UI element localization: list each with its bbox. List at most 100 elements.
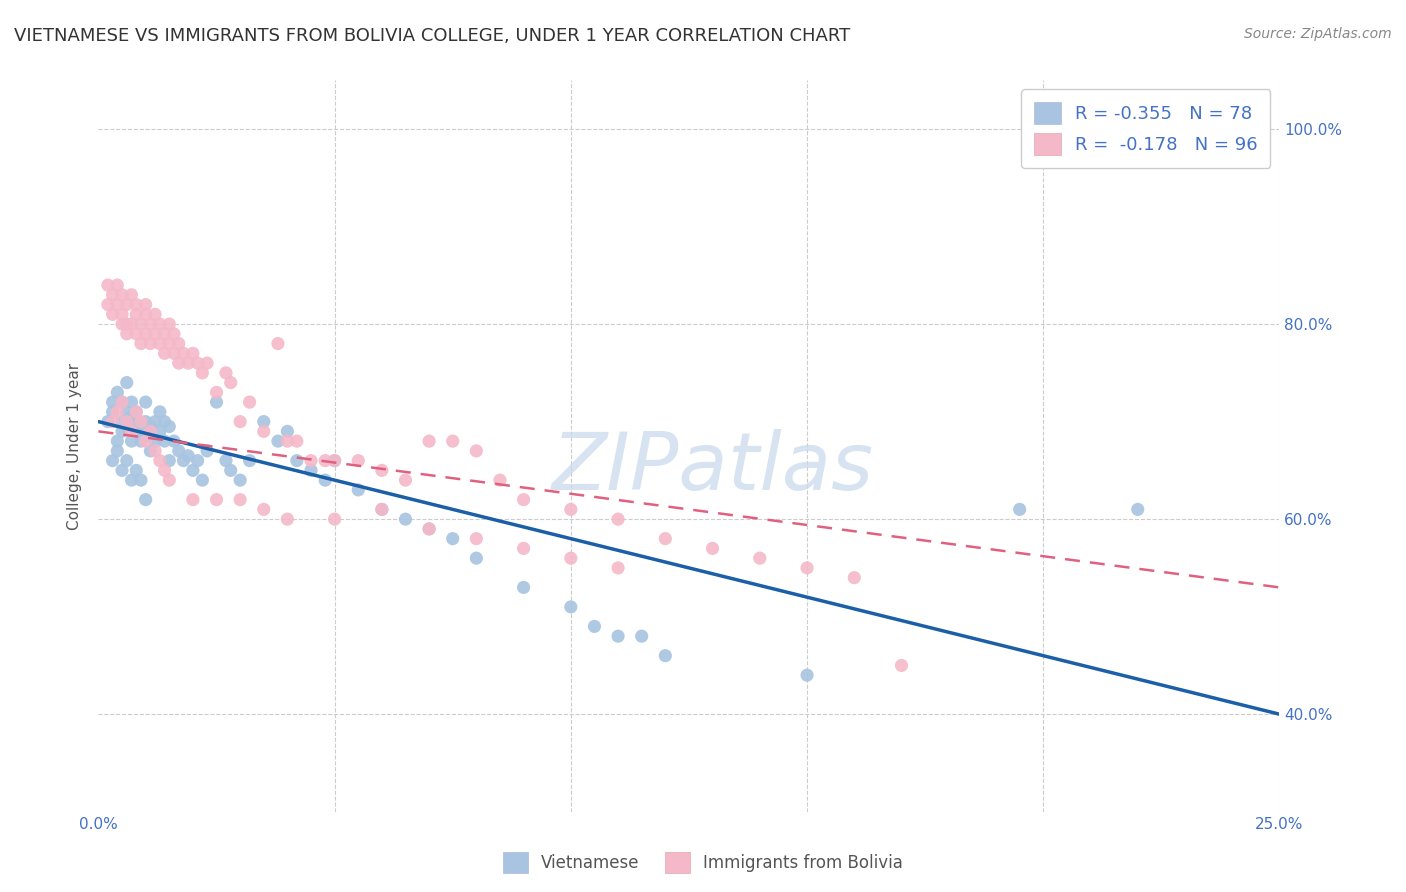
Point xyxy=(285,434,308,449)
Point xyxy=(121,434,143,449)
Text: Source: ZipAtlas.com: Source: ZipAtlas.com xyxy=(1244,27,1392,41)
Point xyxy=(607,561,630,575)
Point xyxy=(153,415,176,429)
Point xyxy=(153,434,176,449)
Point xyxy=(314,473,336,487)
Point xyxy=(111,317,134,331)
Point xyxy=(101,415,124,429)
Point xyxy=(121,288,143,302)
Point xyxy=(167,356,190,370)
Point xyxy=(465,551,488,566)
Point xyxy=(143,434,166,449)
Point xyxy=(323,512,346,526)
Point xyxy=(465,532,488,546)
Point xyxy=(157,317,180,331)
Point xyxy=(129,317,152,331)
Point xyxy=(143,415,166,429)
Point xyxy=(149,336,172,351)
Point xyxy=(229,492,252,507)
Point xyxy=(229,415,252,429)
Point xyxy=(181,492,204,507)
Point xyxy=(129,434,152,449)
Point xyxy=(560,599,582,614)
Point xyxy=(121,425,143,439)
Point xyxy=(125,326,148,341)
Point xyxy=(465,443,488,458)
Point xyxy=(111,307,134,321)
Point xyxy=(394,512,416,526)
Point xyxy=(607,629,630,643)
Point xyxy=(115,376,138,390)
Point xyxy=(607,512,630,526)
Point xyxy=(172,346,194,360)
Point xyxy=(105,385,128,400)
Point xyxy=(205,395,228,409)
Point xyxy=(630,629,652,643)
Point xyxy=(1126,502,1149,516)
Point xyxy=(219,376,242,390)
Point xyxy=(129,415,152,429)
Point xyxy=(97,415,120,429)
Point xyxy=(253,425,276,439)
Point xyxy=(135,297,157,311)
Y-axis label: College, Under 1 year: College, Under 1 year xyxy=(67,362,83,530)
Point xyxy=(276,512,298,526)
Point xyxy=(105,297,128,311)
Point xyxy=(267,434,290,449)
Point xyxy=(135,415,157,429)
Point xyxy=(149,453,172,467)
Point xyxy=(115,405,138,419)
Point xyxy=(111,395,134,409)
Point xyxy=(177,449,200,463)
Point xyxy=(129,419,152,434)
Point xyxy=(135,434,157,449)
Point xyxy=(347,483,370,497)
Point xyxy=(371,502,394,516)
Point xyxy=(115,326,138,341)
Point xyxy=(418,522,440,536)
Point xyxy=(97,278,120,293)
Point xyxy=(890,658,912,673)
Point xyxy=(125,405,148,419)
Point xyxy=(181,463,204,477)
Point xyxy=(121,395,143,409)
Point xyxy=(167,336,190,351)
Point xyxy=(239,395,262,409)
Point xyxy=(135,307,157,321)
Point xyxy=(105,278,128,293)
Point xyxy=(512,581,534,595)
Point xyxy=(191,473,214,487)
Point xyxy=(276,425,298,439)
Point xyxy=(135,429,157,443)
Point xyxy=(239,453,262,467)
Point xyxy=(163,346,186,360)
Point xyxy=(101,307,124,321)
Point xyxy=(115,419,138,434)
Point xyxy=(115,415,138,429)
Point xyxy=(172,453,194,467)
Point xyxy=(139,336,162,351)
Point xyxy=(229,473,252,487)
Point xyxy=(314,453,336,467)
Point xyxy=(157,419,180,434)
Point xyxy=(205,385,228,400)
Point xyxy=(195,356,218,370)
Point xyxy=(844,571,866,585)
Point xyxy=(371,463,394,477)
Point xyxy=(111,415,134,429)
Point xyxy=(139,443,162,458)
Point xyxy=(1008,502,1031,516)
Point xyxy=(135,492,157,507)
Point xyxy=(191,366,214,380)
Legend: Vietnamese, Immigrants from Bolivia: Vietnamese, Immigrants from Bolivia xyxy=(496,846,910,880)
Point xyxy=(654,532,676,546)
Point xyxy=(105,434,128,449)
Point xyxy=(101,288,124,302)
Point xyxy=(105,443,128,458)
Point xyxy=(702,541,724,556)
Point xyxy=(489,473,512,487)
Point xyxy=(347,453,370,467)
Point xyxy=(115,317,138,331)
Point xyxy=(149,425,172,439)
Point xyxy=(560,502,582,516)
